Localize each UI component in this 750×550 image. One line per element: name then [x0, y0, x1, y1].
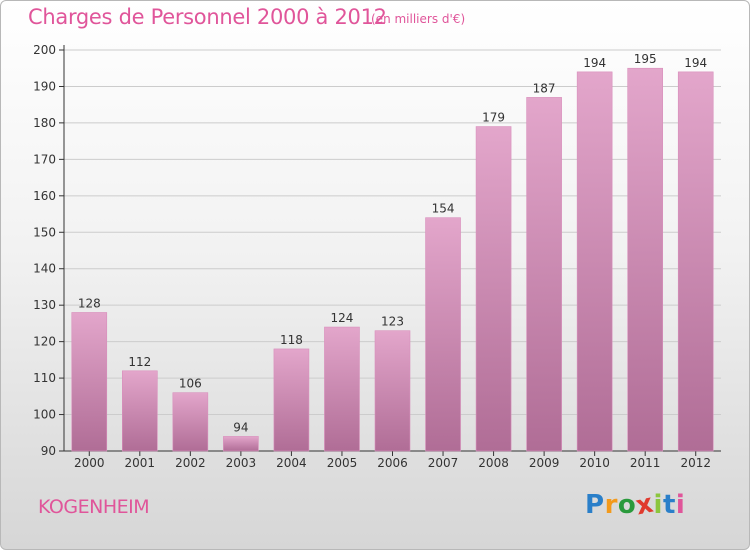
bar-2012: [677, 71, 714, 452]
bar-2011: [627, 67, 663, 452]
data-label: 179: [482, 111, 505, 125]
bar-2000: [71, 312, 108, 452]
data-label: 94: [233, 420, 248, 434]
y-tick-label: 190: [33, 79, 56, 93]
y-tick-label: 170: [33, 152, 56, 166]
bar-2003: [223, 436, 259, 452]
data-label: 123: [381, 315, 404, 329]
logo-letter: t: [662, 490, 676, 520]
bar-2004: [273, 348, 310, 452]
x-tick-label: 2007: [428, 456, 459, 470]
y-tick-label: 140: [33, 262, 56, 276]
data-label: 195: [634, 52, 657, 66]
x-tick-label: 2002: [175, 456, 206, 470]
data-label: 124: [331, 311, 354, 325]
chart-subtitle: (en milliers d'€): [371, 12, 466, 26]
commune-name: KOGENHEIM: [38, 496, 150, 518]
logo-letter: i: [675, 490, 686, 520]
y-tick-label: 160: [33, 189, 56, 203]
proxiti-logo: Proxiti: [585, 489, 686, 522]
data-label: 194: [583, 56, 606, 70]
x-tick-label: 2005: [327, 456, 358, 470]
x-tick-label: 2000: [74, 456, 105, 470]
x-tick-label: 2011: [630, 456, 661, 470]
data-label: 112: [128, 355, 151, 369]
bar-2008: [475, 126, 512, 452]
x-tick-label: 2012: [680, 456, 711, 470]
chart-title: Charges de Personnel 2000 à 2012: [28, 5, 387, 29]
logo-letter: o: [617, 490, 637, 520]
bar-2001: [122, 370, 158, 452]
data-label: 154: [432, 202, 455, 216]
y-tick-label: 200: [33, 43, 56, 57]
data-label: 128: [78, 296, 101, 310]
y-tick-label: 100: [33, 408, 56, 422]
y-tick-label: 110: [33, 371, 56, 385]
x-tick-label: 2006: [377, 456, 408, 470]
y-tick-label: 150: [33, 225, 56, 239]
x-tick-label: 2004: [276, 456, 307, 470]
x-tick-label: 2010: [579, 456, 610, 470]
bar-2007: [425, 217, 461, 452]
y-tick-label: 120: [33, 335, 56, 349]
x-tick-label: 2001: [125, 456, 156, 470]
bar-2002: [172, 392, 209, 452]
logo-letter: i: [653, 490, 663, 520]
data-label: 187: [533, 81, 556, 95]
y-tick-label: 180: [33, 116, 56, 130]
data-label: 194: [684, 56, 707, 70]
bar-2006: [374, 330, 411, 452]
y-tick-label: 130: [33, 298, 56, 312]
data-label: 106: [179, 377, 202, 391]
x-tick-label: 2009: [529, 456, 560, 470]
y-tick-label: 90: [41, 444, 56, 458]
bar-2005: [324, 326, 360, 452]
bar-2010: [576, 71, 613, 452]
x-tick-label: 2003: [226, 456, 257, 470]
logo-letter: r: [604, 490, 618, 520]
bar-2009: [526, 97, 562, 452]
x-tick-label: 2008: [478, 456, 509, 470]
logo-letter: P: [585, 490, 605, 520]
data-label: 118: [280, 333, 303, 347]
